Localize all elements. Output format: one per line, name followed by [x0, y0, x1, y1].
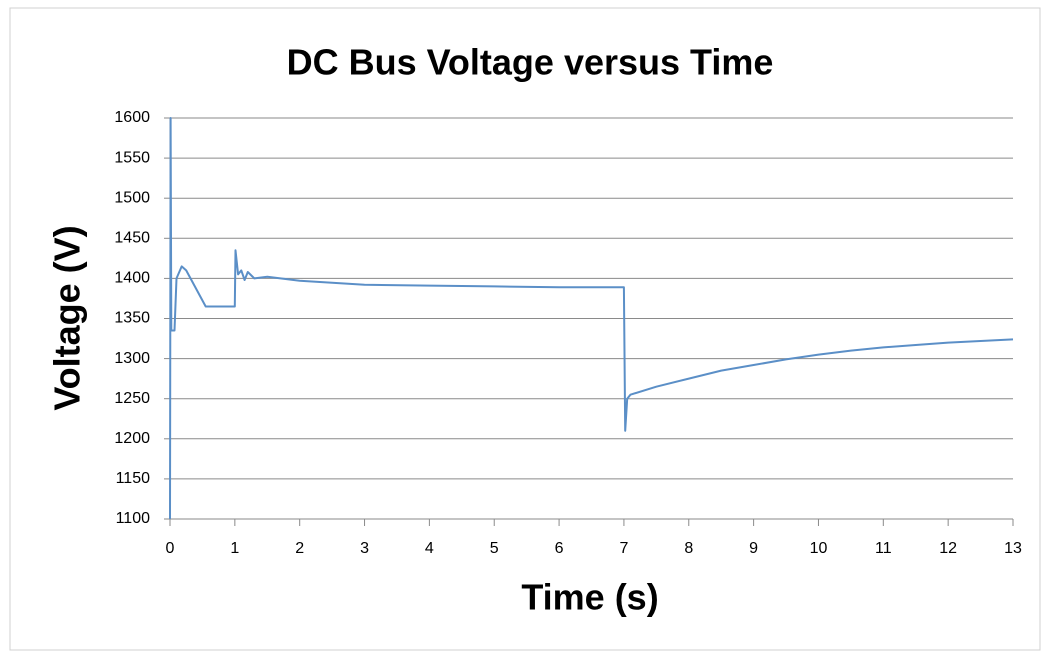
- x-tick-label: 1: [230, 540, 239, 557]
- x-tick-label: 11: [875, 540, 892, 557]
- y-tick-label: 1400: [114, 270, 150, 287]
- y-axis-title: Voltage (V): [47, 225, 88, 410]
- y-tick-label: 1250: [114, 390, 150, 407]
- x-tick-label: 4: [425, 540, 434, 557]
- x-tick-label: 12: [939, 540, 957, 557]
- x-tick-label: 0: [166, 540, 175, 557]
- y-tick-label: 1100: [116, 510, 151, 527]
- x-tick-label: 8: [684, 540, 693, 557]
- x-axis-title: Time (s): [521, 577, 658, 618]
- x-tick-label: 13: [1004, 540, 1022, 557]
- x-tick-label: 6: [555, 540, 564, 557]
- y-tick-label: 1150: [116, 470, 151, 487]
- chart-frame: [9, 7, 1041, 651]
- y-tick-label: 1300: [114, 350, 150, 367]
- y-tick-label: 1200: [114, 430, 150, 447]
- x-tick-label: 9: [749, 540, 758, 557]
- x-tick-label: 2: [295, 540, 304, 557]
- y-tick-label: 1550: [114, 149, 150, 166]
- y-tick-label: 1450: [114, 230, 150, 247]
- x-tick-label: 5: [490, 540, 499, 557]
- chart-title: DC Bus Voltage versus Time: [287, 42, 774, 83]
- data-line: [169, 117, 1014, 520]
- x-tick-label: 7: [619, 540, 628, 557]
- x-tick-label: 10: [810, 540, 828, 557]
- y-tick-label: 1350: [114, 310, 150, 327]
- y-tick-label: 1500: [114, 189, 150, 206]
- y-tick-label: 1600: [114, 109, 150, 126]
- x-tick-label: 3: [360, 540, 369, 557]
